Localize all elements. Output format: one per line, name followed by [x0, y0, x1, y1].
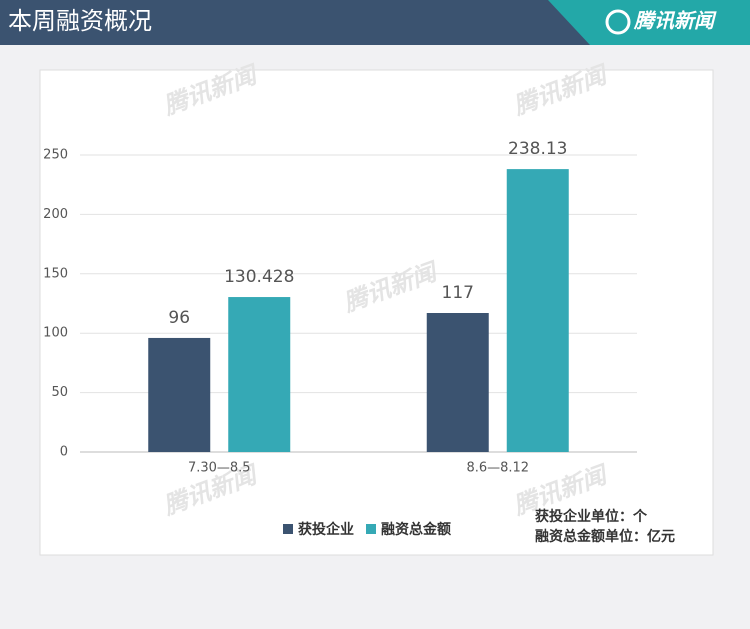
data-label: 96 — [168, 308, 190, 328]
legend-swatch — [283, 524, 293, 534]
header-logo: 腾讯新闻 — [633, 9, 717, 33]
header-accent — [548, 0, 750, 45]
header-title: 本周融资概况 — [8, 7, 152, 35]
y-tick-label: 250 — [43, 148, 68, 163]
chart-panel — [39, 69, 714, 556]
x-tick-label: 7.30—8.5 — [188, 461, 251, 476]
y-tick-label: 100 — [43, 326, 68, 341]
unit-note: 获投企业单位：个 — [535, 508, 648, 525]
unit-note: 融资总金额单位：亿元 — [535, 528, 675, 545]
data-label: 238.13 — [508, 139, 567, 159]
logo-icon — [605, 9, 631, 35]
bar — [228, 297, 291, 452]
x-tick-label: 8.6—8.12 — [466, 461, 529, 476]
y-tick-label: 200 — [43, 207, 68, 222]
y-tick-label: 50 — [51, 385, 68, 400]
data-label: 117 — [442, 283, 474, 303]
legend-swatch — [366, 524, 376, 534]
bar — [426, 313, 489, 452]
bar — [506, 169, 569, 452]
y-tick-label: 0 — [60, 445, 68, 460]
legend-label: 融资总金额 — [381, 521, 451, 538]
data-label: 130.428 — [224, 267, 294, 287]
legend-label: 获投企业 — [298, 521, 354, 538]
bar — [148, 337, 211, 452]
y-tick-label: 150 — [43, 266, 68, 281]
